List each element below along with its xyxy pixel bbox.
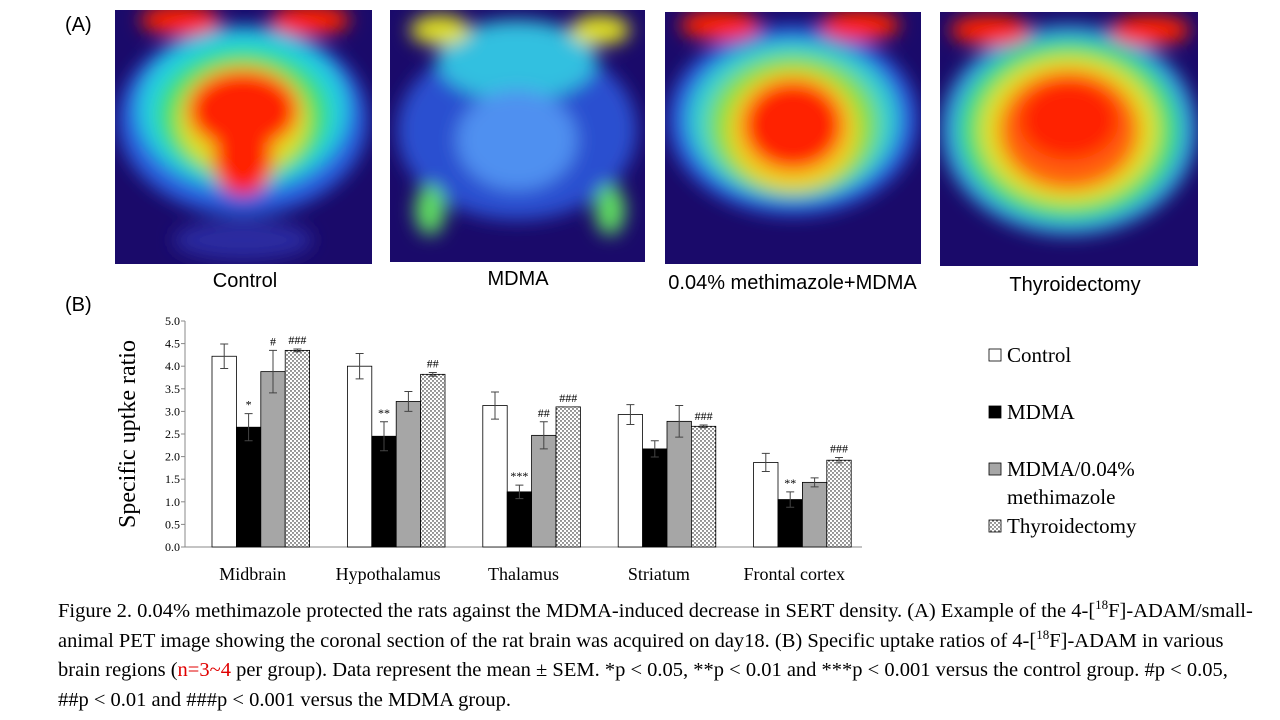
y-tick-label: 4.0 — [165, 359, 180, 373]
y-axis-label: Specific uptke ratio — [115, 340, 141, 528]
error-bar — [269, 349, 277, 394]
bar — [642, 448, 668, 548]
error-bar — [786, 491, 795, 508]
legend-label: MDMA/0.04% methimazole — [1007, 457, 1135, 509]
bar — [211, 355, 237, 548]
significance-label: ## — [427, 357, 439, 371]
bar — [395, 401, 422, 548]
pet-image — [940, 12, 1198, 266]
y-tick-label: 3.5 — [165, 382, 180, 396]
error-bar — [515, 484, 524, 500]
error-bar — [626, 404, 635, 426]
caption-sup: 18 — [1036, 626, 1050, 642]
pet-image — [665, 12, 921, 264]
x-tick-label: Thalamus — [488, 564, 559, 584]
error-bar — [355, 353, 364, 380]
error-bar — [761, 452, 770, 473]
y-tick-label: 0.5 — [165, 517, 180, 531]
error-bar — [428, 372, 437, 377]
significance-label: *** — [510, 469, 528, 483]
bar — [235, 426, 262, 548]
caption-text: F]-ADAM in various brain regions ( — [58, 629, 1224, 682]
legend-swatch — [988, 519, 1002, 533]
legend-swatch — [988, 348, 1002, 362]
x-tick-label: Frontal cortex — [744, 564, 845, 584]
caption-highlight: n=3~4 — [177, 659, 231, 681]
bar — [555, 406, 581, 548]
significance-label: # — [270, 334, 276, 348]
pet-image — [115, 10, 372, 264]
y-tick-label: 1.0 — [165, 495, 180, 509]
bar — [802, 481, 828, 548]
error-bar — [293, 348, 302, 353]
y-tick-label: 3.0 — [165, 404, 180, 418]
bar — [753, 462, 779, 548]
bar — [420, 373, 446, 548]
legend-label: Thyroidectomy — [1007, 514, 1137, 538]
legend-swatch — [988, 405, 1002, 419]
bar — [691, 425, 717, 548]
bar — [617, 414, 644, 548]
significance-label: * — [246, 398, 252, 412]
figure-caption: Figure 2. 0.04% methimazole protected th… — [58, 597, 1258, 715]
bar — [346, 365, 373, 548]
caption-text: F]-ADAM/small-animal PET image showing t… — [58, 600, 1253, 652]
caption-sup: 18 — [1095, 597, 1109, 613]
error-bar — [675, 405, 684, 438]
image-caption: MDMA — [487, 268, 549, 290]
caption-text: Figure 2. 0.04% methimazole protected th… — [58, 600, 1096, 622]
legend-label: Control — [1007, 343, 1071, 367]
error-bar — [380, 421, 388, 452]
significance-label: ### — [695, 409, 713, 423]
error-bar — [699, 424, 708, 429]
error-bar — [539, 421, 548, 450]
x-tick-label: Hypothalamus — [336, 564, 441, 584]
error-bar — [220, 343, 229, 369]
bar — [371, 435, 397, 548]
legend-label: MDMA — [1007, 400, 1076, 424]
legend-swatch — [988, 462, 1002, 476]
error-bar — [835, 457, 843, 464]
error-bar — [650, 440, 659, 458]
image-caption: Thyroidectomy — [1009, 274, 1141, 296]
error-bar — [810, 477, 819, 488]
bar — [482, 405, 508, 548]
significance-label: ** — [784, 476, 796, 490]
y-tick-label: 5.0 — [165, 314, 180, 328]
x-tick-label: Midbrain — [219, 564, 286, 584]
chart: Specific uptke ratio 0.0 0.5 1.0 1.5 2.0 2.5 3… — [115, 314, 1137, 584]
error-bar — [404, 391, 413, 412]
x-tick-label: Striatum — [628, 564, 690, 584]
significance-label: ### — [559, 391, 577, 405]
pet-image — [390, 10, 645, 262]
y-tick-label: 0.0 — [165, 540, 180, 554]
y-tick-label: 2.5 — [165, 427, 180, 441]
caption-text: per group). Data represent the mean ± SE… — [58, 659, 1228, 711]
y-tick-label: 1.5 — [165, 472, 180, 486]
error-bar — [244, 413, 253, 442]
significance-label: ### — [830, 442, 848, 456]
bar — [284, 349, 311, 548]
bar — [666, 420, 692, 548]
bar — [531, 434, 557, 548]
y-tick-label: 4.5 — [165, 337, 180, 351]
image-caption: Control — [212, 270, 278, 292]
bar — [506, 491, 533, 548]
bar — [826, 459, 852, 548]
panel-label: (B) — [65, 294, 92, 316]
image-caption: 0.04% methimazole+MDMA — [668, 272, 917, 294]
bar — [260, 371, 286, 548]
significance-label: ### — [288, 333, 306, 347]
significance-label: ** — [378, 406, 390, 420]
panel-label: (A) — [65, 14, 92, 36]
pet-images — [115, 10, 1198, 266]
y-tick-label: 2.0 — [165, 450, 180, 464]
error-bar — [491, 391, 499, 420]
significance-label: ## — [538, 406, 550, 420]
